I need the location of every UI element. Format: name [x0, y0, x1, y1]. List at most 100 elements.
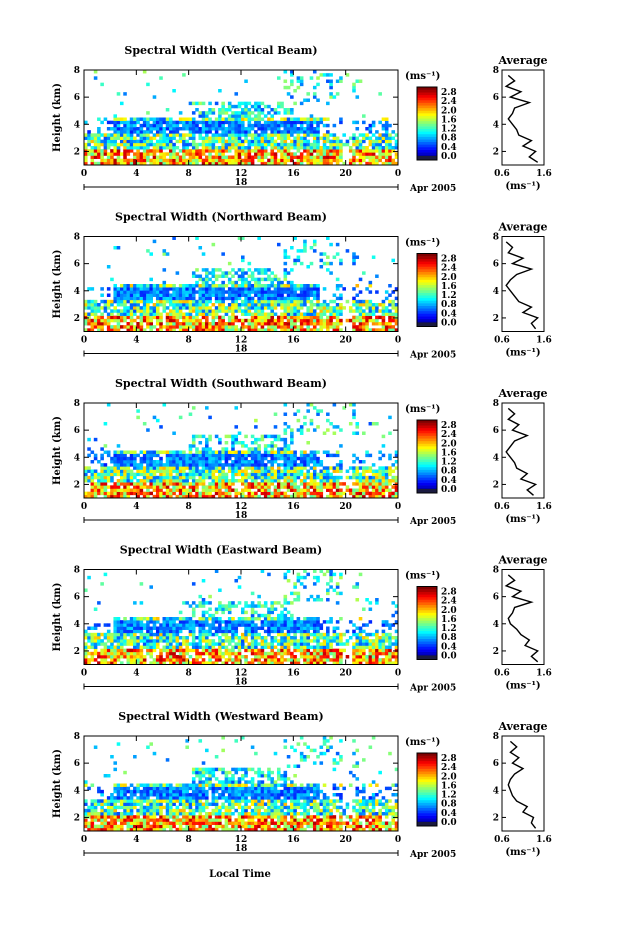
colorbar-swatch — [417, 284, 437, 288]
heatmap-cell — [267, 453, 271, 458]
heatmap-cell — [299, 425, 304, 429]
heatmap-cell — [191, 133, 196, 137]
heatmap-cell — [195, 142, 199, 147]
heatmap-cell — [270, 661, 275, 665]
heatmap-cell — [221, 328, 225, 332]
heatmap-cell — [159, 76, 163, 80]
heatmap-cell — [237, 158, 242, 163]
heatmap-cell — [208, 146, 212, 150]
heatmap-cell — [93, 70, 98, 74]
heatmap-cell — [97, 117, 101, 121]
heatmap-cell — [100, 456, 104, 461]
heatmap-cell — [84, 315, 88, 320]
heatmap-cell — [172, 651, 176, 656]
heatmap-cell — [221, 322, 225, 326]
heatmap-cell — [119, 312, 124, 316]
heatmap-cell — [97, 303, 101, 307]
heatmap-cell — [133, 139, 137, 144]
heatmap-cell — [381, 303, 386, 307]
heatmap-cell — [237, 450, 242, 454]
heatmap-cell — [299, 142, 304, 147]
heatmap-cell — [227, 491, 232, 496]
heatmap-cell — [270, 312, 275, 316]
heatmap-cell — [270, 466, 275, 470]
heatmap-cell — [208, 472, 212, 477]
heatmap-cell — [90, 325, 95, 329]
colorbar-unit: (ms⁻¹) — [405, 71, 440, 82]
heatmap-cell — [146, 142, 150, 147]
heatmap-cell — [276, 642, 281, 646]
heatmap-cell — [162, 133, 167, 137]
heatmap-cell — [319, 136, 324, 140]
heatmap-cell — [205, 460, 209, 464]
heatmap-cell — [201, 485, 206, 489]
heatmap-cell — [139, 485, 144, 489]
heatmap-cell — [306, 428, 310, 432]
heatmap-cell — [247, 274, 252, 278]
heatmap-cell — [309, 114, 314, 118]
heatmap-cell — [391, 299, 396, 304]
heatmap-cell — [319, 315, 324, 320]
heatmap-cell — [355, 425, 360, 429]
heatmap-cell — [90, 658, 95, 662]
heatmap-cell — [87, 645, 91, 649]
heatmap-cell — [296, 133, 301, 137]
heatmap-cell — [149, 661, 153, 665]
heatmap-cell — [280, 651, 284, 656]
heatmap-cell — [97, 485, 101, 489]
heatmap-cell — [254, 629, 258, 634]
heatmap-cell — [250, 479, 255, 483]
heatmap-cell — [155, 123, 160, 128]
heatmap-cell — [339, 79, 343, 83]
heatmap-cell — [276, 651, 281, 656]
heatmap-cell — [201, 613, 206, 618]
heatmap-cell — [250, 460, 255, 464]
heatmap-cell — [254, 108, 258, 112]
heatmap-cell — [178, 312, 183, 316]
heatmap-cell — [227, 161, 232, 166]
heatmap-cell — [273, 127, 278, 131]
heatmap-cell — [231, 460, 235, 464]
heatmap-cell — [93, 322, 98, 326]
heatmap-cell — [123, 146, 127, 150]
heatmap-cell — [182, 117, 186, 121]
heatmap-cell — [303, 98, 307, 102]
heatmap-cell — [221, 142, 225, 147]
heatmap-cell — [123, 626, 127, 630]
heatmap-cell — [188, 315, 193, 320]
heatmap-cell — [283, 284, 288, 288]
heatmap-cell — [172, 152, 176, 156]
heatmap-cell — [241, 655, 245, 659]
heatmap-cell — [123, 636, 127, 640]
heatmap-cell — [175, 453, 180, 458]
heatmap-cell — [381, 149, 386, 153]
heatmap-cell — [355, 306, 360, 310]
heatmap-cell — [381, 494, 386, 499]
heatmap-cell — [214, 469, 219, 473]
heatmap-cell — [306, 441, 310, 445]
heatmap-cell — [214, 101, 219, 106]
heatmap-cell — [198, 617, 203, 621]
heatmap-cell — [214, 620, 219, 624]
heatmap-cell — [290, 146, 294, 150]
heatmap-cell — [296, 136, 301, 140]
heatmap-cell — [254, 312, 258, 316]
heatmap-cell — [100, 651, 104, 656]
heatmap-cell — [205, 456, 209, 461]
colorbar-swatch — [417, 472, 437, 476]
heatmap-cell — [126, 626, 131, 630]
colorbar-swatch — [417, 115, 437, 119]
heatmap-cell — [335, 475, 340, 480]
heatmap-cell — [280, 280, 284, 285]
heatmap-cell — [146, 325, 150, 329]
y-tick-label: 6 — [74, 93, 80, 103]
heatmap-cell — [133, 626, 137, 630]
heatmap-cell — [312, 287, 317, 291]
heatmap-cell — [227, 601, 232, 605]
heatmap-cell — [267, 475, 271, 480]
heatmap-cell — [371, 485, 376, 489]
heatmap-cell — [358, 277, 363, 282]
heatmap-cell — [214, 485, 219, 489]
heatmap-cell — [119, 152, 124, 156]
heatmap-cell — [267, 287, 271, 291]
